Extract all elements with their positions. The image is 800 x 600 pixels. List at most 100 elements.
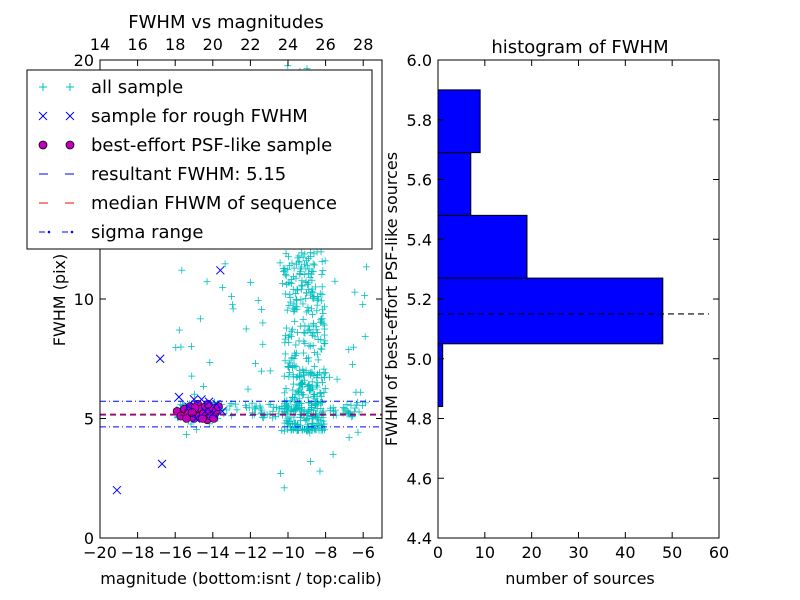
all-sample-point <box>172 344 180 352</box>
all-sample-point <box>305 265 313 273</box>
all-sample-point <box>311 333 319 341</box>
all-sample-point <box>291 306 299 314</box>
all-sample-point <box>300 337 308 345</box>
all-sample-point <box>318 345 326 353</box>
all-sample-point <box>296 366 304 374</box>
all-sample-point <box>175 326 183 334</box>
all-sample-point <box>178 266 186 274</box>
all-sample-point <box>317 335 325 343</box>
all-sample-point <box>259 319 267 327</box>
all-sample-point <box>290 355 298 363</box>
all-sample-point <box>307 458 315 466</box>
right-y-axis-label: FWHM of best-effort PSF-like sources <box>382 152 401 446</box>
all-sample-point <box>233 406 241 414</box>
all-sample-point <box>221 260 229 268</box>
x-b <box>155 354 165 364</box>
y-tick-label: 5.4 <box>407 230 432 249</box>
all-sample-point <box>353 401 361 409</box>
all-sample-point <box>304 408 312 416</box>
all-sample-point <box>309 289 317 297</box>
all-sample-point <box>276 259 284 267</box>
all-sample-point <box>177 343 185 351</box>
legend-label: sigma range <box>91 222 203 243</box>
all-sample-point <box>289 426 297 434</box>
all-sample-point <box>188 372 196 380</box>
all-sample-point <box>283 281 291 289</box>
all-sample-point <box>296 268 304 276</box>
all-sample-point <box>285 339 293 347</box>
y-tick-label: 5.2 <box>407 290 432 309</box>
all-sample-point <box>291 318 299 326</box>
all-sample-point <box>287 417 295 425</box>
rough-point <box>217 406 227 416</box>
rough-point <box>215 265 225 275</box>
all-sample-point <box>282 272 290 280</box>
all-sample-point <box>317 297 325 305</box>
all-sample-point <box>301 322 309 330</box>
all-sample-point <box>352 388 360 396</box>
all-sample-point <box>308 305 316 313</box>
all-sample-point <box>301 329 309 337</box>
all-sample-point <box>362 399 370 407</box>
x-b <box>112 485 122 495</box>
all-sample-point <box>308 311 316 319</box>
all-sample-point <box>298 281 306 289</box>
all-sample-point <box>317 398 325 406</box>
all-sample-point <box>305 322 313 330</box>
all-sample-point <box>307 342 315 350</box>
all-sample-point <box>265 400 273 408</box>
rough-point <box>197 395 206 404</box>
all-sample-point <box>312 326 320 334</box>
all-sample-point <box>318 305 326 313</box>
x-tick-label: −18 <box>121 543 155 562</box>
all-sample-point <box>300 349 308 357</box>
all-sample-point <box>307 371 315 379</box>
all-sample-point <box>286 298 294 306</box>
all-sample-point <box>308 276 316 284</box>
all-sample-point <box>304 394 312 402</box>
left-y-axis-label: FWHM (pix) <box>50 254 69 347</box>
all-sample-point <box>290 264 298 272</box>
all-sample-point <box>219 284 227 292</box>
all-sample-point <box>280 484 288 492</box>
all-sample-point <box>292 274 300 282</box>
all-sample-point <box>302 294 310 302</box>
left-y-ticks: 0 5 10 20 <box>74 51 382 548</box>
all-sample-point <box>298 383 306 391</box>
all-sample-point <box>363 263 371 271</box>
y-tick-label: 5.6 <box>407 171 432 190</box>
all-sample-point <box>280 266 288 274</box>
all-sample-point <box>287 327 295 335</box>
histogram-bar <box>437 89 481 154</box>
all-sample-point <box>298 391 306 399</box>
all-sample-point <box>300 414 308 422</box>
legend-entry-median: median FHWM of sequence <box>39 193 337 214</box>
all-sample-point <box>319 267 327 275</box>
x-tick-label: −10 <box>271 543 305 562</box>
histogram-bar <box>437 343 444 408</box>
all-sample-point <box>247 278 255 286</box>
all-sample-point <box>229 305 237 313</box>
all-sample-point <box>290 307 298 315</box>
all-sample-point <box>191 390 199 398</box>
all-sample-point <box>321 339 329 347</box>
all-sample-point <box>305 342 313 350</box>
x-b <box>215 265 225 275</box>
all-sample-point <box>307 403 315 411</box>
all-sample-point <box>313 307 321 315</box>
all-sample-point <box>288 326 296 334</box>
all-sample-point <box>316 389 324 397</box>
all-sample-point <box>298 277 306 285</box>
all-sample-point <box>294 387 302 395</box>
all-sample-point <box>286 413 294 421</box>
all-sample-point <box>320 365 328 373</box>
all-sample-point <box>282 402 290 410</box>
all-sample-point <box>287 398 295 406</box>
all-sample-point <box>270 403 278 411</box>
all-sample-point <box>351 288 359 296</box>
fwhm-vs-magnitude-panel: FWHM vs magnitudes −20 −18 −16 −14 −12 −10 −8−… <box>26 12 383 588</box>
all-sample-point <box>306 252 314 260</box>
all-sample-point <box>359 301 367 309</box>
right-y-ticks: 4.4 4.6 4.8 5.0 5.2 5.4 5.6 5.8 6.0 <box>407 51 719 548</box>
legend-label: best-effort PSF-like sample <box>91 135 332 156</box>
